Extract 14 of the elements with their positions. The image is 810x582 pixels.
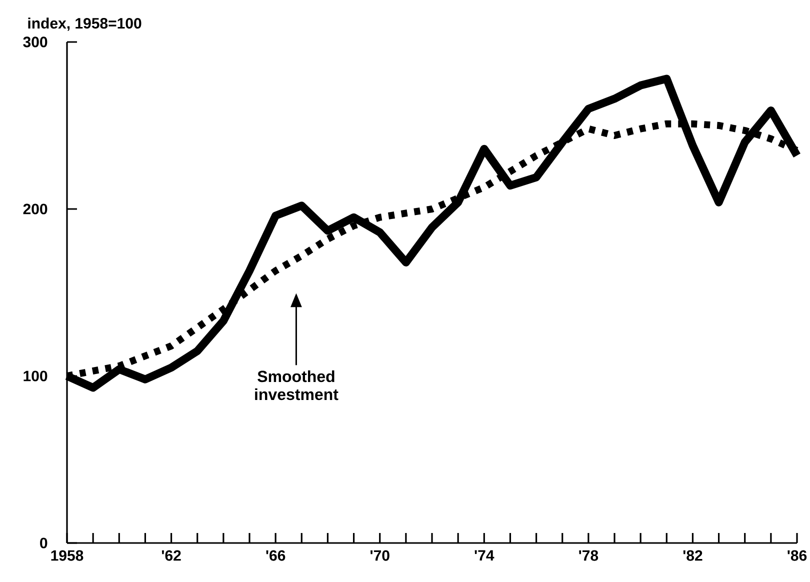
x-tick-label: '66 bbox=[266, 550, 286, 561]
x-tick-label: 1958 bbox=[51, 550, 84, 561]
x-tick-label: '86 bbox=[788, 550, 807, 561]
y-tick-label: 300 bbox=[23, 36, 48, 48]
x-tick-label: '78 bbox=[579, 550, 598, 561]
x-tick-label: '62 bbox=[162, 550, 181, 561]
y-tick-label: 100 bbox=[24, 370, 48, 382]
y-tick-label: 0 bbox=[40, 538, 48, 548]
x-tick-label: '70 bbox=[370, 550, 390, 561]
x-tick-label: '74 bbox=[474, 550, 494, 561]
annotation: Smoothed investment bbox=[255, 370, 338, 400]
x-tick-label: '82 bbox=[683, 550, 702, 561]
y-axis-title: index, 1958=100 bbox=[28, 18, 142, 31]
y-tick-label: 200 bbox=[23, 204, 48, 214]
